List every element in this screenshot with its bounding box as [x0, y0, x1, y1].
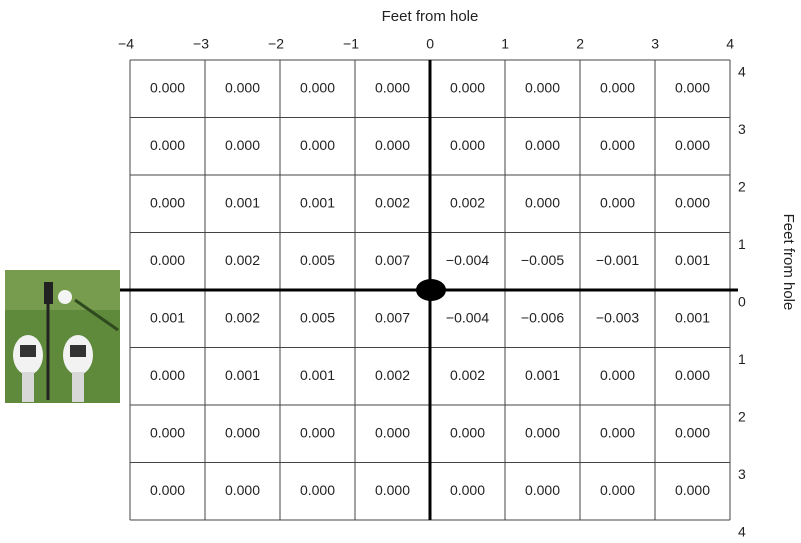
cell-value: 0.000	[675, 482, 710, 498]
cell-value: 0.000	[675, 79, 710, 95]
cell-value: 0.000	[450, 482, 485, 498]
cell-value: 0.002	[375, 367, 410, 383]
cell-value: 0.002	[225, 309, 260, 325]
cell-value: 0.007	[375, 309, 410, 325]
cell-value: 0.000	[150, 424, 185, 440]
right-tick-label: 1	[738, 236, 746, 252]
cell-value: 0.000	[675, 194, 710, 210]
top-tick-label: −3	[193, 36, 209, 52]
cell-value: 0.000	[300, 424, 335, 440]
right-axis-label: Feet from hole	[780, 214, 797, 311]
cell-value: 0.000	[600, 424, 635, 440]
cell-value: −0.003	[596, 309, 639, 325]
cell-value: 0.002	[450, 194, 485, 210]
right-tick-label: 3	[738, 121, 746, 137]
cell-value: 0.000	[600, 194, 635, 210]
cell-value: 0.001	[225, 367, 260, 383]
cell-value: −0.006	[521, 309, 564, 325]
cell-value: 0.002	[225, 252, 260, 268]
cell-value: 0.000	[375, 79, 410, 95]
cell-value: 0.000	[525, 137, 560, 153]
cell-value: 0.000	[300, 79, 335, 95]
cell-value: 0.000	[525, 79, 560, 95]
cell-value: 0.000	[450, 137, 485, 153]
cell-value: 0.000	[450, 79, 485, 95]
top-tick-label: 4	[726, 36, 734, 52]
top-tick-label: −2	[268, 36, 284, 52]
top-tick-label: −1	[343, 36, 359, 52]
hole	[416, 279, 446, 301]
cell-value: 0.001	[150, 309, 185, 325]
top-tick-label: 2	[576, 36, 584, 52]
cell-value: 0.000	[450, 424, 485, 440]
cell-value: 0.000	[300, 482, 335, 498]
cell-value: 0.002	[450, 367, 485, 383]
cell-value: 0.000	[225, 79, 260, 95]
cell-value: 0.000	[150, 367, 185, 383]
cell-value: 0.005	[300, 252, 335, 268]
top-axis-label: Feet from hole	[382, 8, 479, 25]
top-tick-label: 1	[501, 36, 509, 52]
top-tick-label: 0	[426, 36, 434, 52]
cell-value: 0.000	[150, 137, 185, 153]
cell-value: 0.001	[525, 367, 560, 383]
cell-value: 0.001	[675, 309, 710, 325]
cell-value: 0.001	[225, 194, 260, 210]
top-tick-label: 3	[651, 36, 659, 52]
right-tick-label: 1	[738, 351, 746, 367]
cell-value: 0.000	[225, 137, 260, 153]
cell-value: 0.000	[600, 79, 635, 95]
cell-value: 0.000	[375, 137, 410, 153]
cell-value: 0.000	[675, 367, 710, 383]
cell-value: 0.000	[525, 482, 560, 498]
right-tick-label: 2	[738, 179, 746, 195]
cell-value: 0.001	[300, 367, 335, 383]
cell-value: 0.000	[525, 194, 560, 210]
cell-value: 0.000	[600, 367, 635, 383]
cell-value: 0.000	[675, 424, 710, 440]
cell-value: 0.000	[225, 482, 260, 498]
cell-value: 0.001	[300, 194, 335, 210]
cell-value: 0.000	[150, 252, 185, 268]
cell-value: 0.001	[675, 252, 710, 268]
cell-value: −0.004	[446, 309, 489, 325]
cell-value: 0.000	[150, 194, 185, 210]
golf-photo	[5, 270, 120, 403]
top-tick-label: −4	[118, 36, 134, 52]
right-tick-label: 0	[738, 294, 746, 310]
cell-value: 0.000	[600, 137, 635, 153]
cell-value: 0.005	[300, 309, 335, 325]
cell-value: −0.004	[446, 252, 489, 268]
right-tick-label: 4	[738, 64, 746, 80]
cell-value: 0.000	[675, 137, 710, 153]
cell-value: 0.002	[375, 194, 410, 210]
cell-value: −0.005	[521, 252, 564, 268]
cell-value: 0.000	[375, 424, 410, 440]
cell-value: 0.000	[375, 482, 410, 498]
right-tick-label: 2	[738, 409, 746, 425]
cell-value: 0.000	[150, 79, 185, 95]
cell-value: 0.000	[525, 424, 560, 440]
cell-value: 0.000	[150, 482, 185, 498]
cell-value: 0.000	[225, 424, 260, 440]
cell-value: 0.007	[375, 252, 410, 268]
cell-value: 0.000	[600, 482, 635, 498]
cell-value: −0.001	[596, 252, 639, 268]
cell-value: 0.000	[300, 137, 335, 153]
right-tick-label: 4	[738, 524, 746, 540]
right-tick-label: 3	[738, 466, 746, 482]
